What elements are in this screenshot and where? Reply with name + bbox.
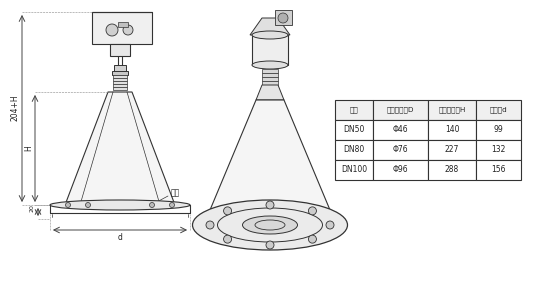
Bar	[113, 84, 127, 87]
Circle shape	[223, 235, 232, 243]
Bar	[110, 44, 130, 56]
Circle shape	[85, 203, 91, 208]
Text: 喇叭口高度H: 喇叭口高度H	[438, 107, 466, 113]
Circle shape	[278, 13, 288, 23]
Bar	[373, 120, 428, 140]
Bar	[92, 12, 152, 44]
Circle shape	[65, 203, 70, 208]
Circle shape	[309, 207, 316, 215]
Bar	[335, 160, 373, 180]
Text: 132: 132	[491, 146, 505, 154]
Ellipse shape	[252, 61, 288, 69]
Text: 20: 20	[30, 204, 35, 212]
Text: 喇叭口直径D: 喇叭口直径D	[387, 107, 414, 113]
Bar	[118, 22, 128, 27]
Polygon shape	[65, 92, 175, 205]
Bar	[114, 65, 126, 71]
Bar	[262, 73, 278, 77]
Circle shape	[223, 207, 232, 215]
Bar	[335, 120, 373, 140]
Bar	[113, 81, 127, 84]
Text: 99: 99	[494, 125, 503, 135]
Circle shape	[123, 25, 133, 35]
Bar	[428, 160, 476, 180]
Bar	[113, 87, 127, 90]
Bar	[428, 100, 476, 120]
Bar	[476, 160, 521, 180]
Ellipse shape	[252, 31, 288, 39]
Circle shape	[169, 203, 174, 208]
Bar	[373, 100, 428, 120]
Bar	[476, 100, 521, 120]
Text: 288: 288	[445, 166, 459, 174]
Text: 140: 140	[445, 125, 459, 135]
Bar	[373, 160, 428, 180]
Bar	[335, 100, 373, 120]
Bar	[113, 78, 127, 81]
Bar	[112, 71, 128, 75]
Bar	[262, 77, 278, 81]
Bar	[113, 75, 127, 78]
Polygon shape	[250, 18, 290, 35]
Ellipse shape	[192, 200, 348, 250]
Circle shape	[309, 235, 316, 243]
Bar	[335, 140, 373, 160]
Text: 法兰: 法兰	[170, 189, 180, 197]
Bar	[428, 140, 476, 160]
Ellipse shape	[243, 216, 298, 234]
Bar	[373, 140, 428, 160]
Circle shape	[266, 241, 274, 249]
Text: d: d	[118, 234, 123, 243]
Text: DN50: DN50	[343, 125, 365, 135]
Circle shape	[206, 221, 214, 229]
Bar	[428, 120, 476, 140]
Text: 156: 156	[491, 166, 506, 174]
Circle shape	[150, 203, 155, 208]
Bar	[476, 120, 521, 140]
Circle shape	[106, 24, 118, 36]
Ellipse shape	[50, 200, 190, 210]
Text: Φ76: Φ76	[393, 146, 408, 154]
Text: DN100: DN100	[341, 166, 367, 174]
Circle shape	[266, 201, 274, 209]
Text: DN80: DN80	[343, 146, 365, 154]
Text: H: H	[25, 145, 34, 151]
Text: 四葫芦d: 四葫芦d	[490, 107, 507, 113]
Bar	[262, 81, 278, 85]
Polygon shape	[210, 100, 330, 210]
Polygon shape	[275, 10, 292, 25]
Polygon shape	[256, 85, 284, 100]
Circle shape	[326, 221, 334, 229]
Text: 204+H: 204+H	[10, 95, 19, 121]
Text: 227: 227	[445, 146, 459, 154]
Text: 法兰: 法兰	[350, 107, 359, 113]
Text: Φ96: Φ96	[393, 166, 408, 174]
Bar	[262, 69, 278, 73]
Bar	[476, 140, 521, 160]
Text: Φ46: Φ46	[393, 125, 408, 135]
Bar	[252, 35, 288, 65]
